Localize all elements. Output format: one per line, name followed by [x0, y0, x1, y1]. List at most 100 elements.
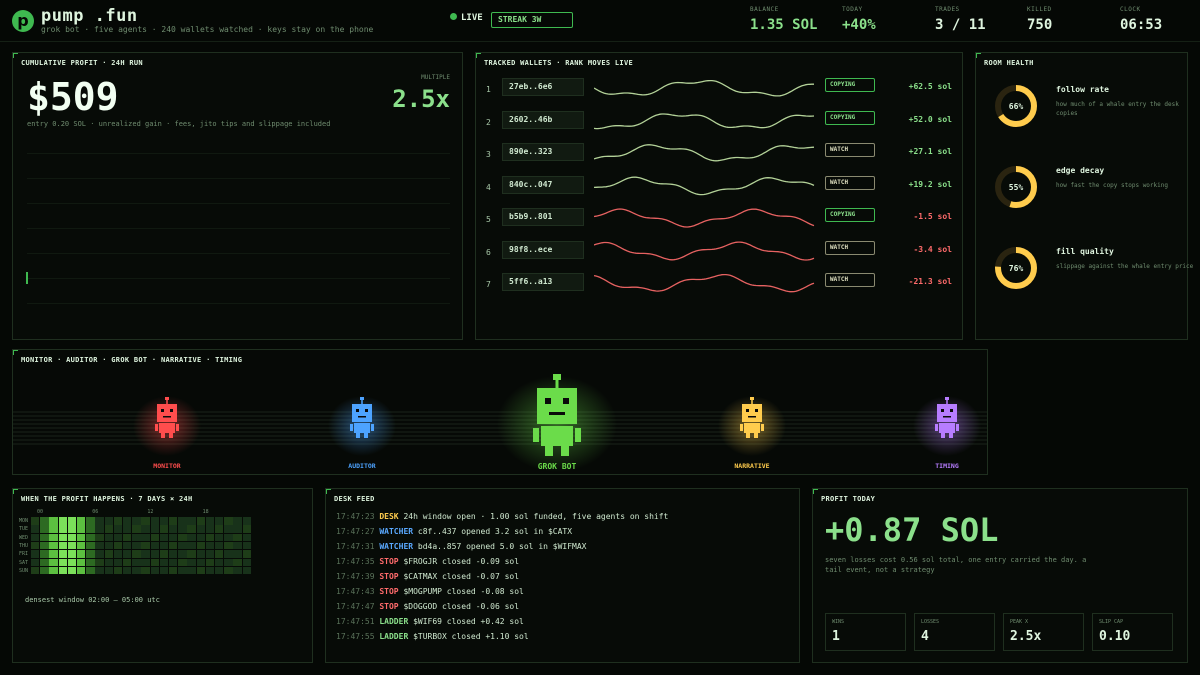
heatmap-hour-label: 18 [202, 509, 209, 515]
heatmap-cell [113, 517, 123, 525]
feed-tag: LADDER [379, 617, 409, 626]
wallet-status-badge[interactable]: COPYING [825, 78, 875, 92]
feed-time: 17:47:27 [336, 527, 375, 536]
gauge-fill [995, 166, 1037, 208]
heatmap-cell [95, 566, 104, 575]
agent-robot-monitor[interactable]: MONITOR [133, 396, 201, 470]
heatmap-cell [150, 517, 159, 525]
profit-today-value: +0.87 SOL [825, 511, 999, 549]
robot-antenna-tip [360, 397, 364, 400]
robot-body [541, 426, 573, 446]
wallet-address[interactable]: 5ff6..a13 [502, 273, 584, 291]
agent-robot-grok-bot[interactable]: GROK BOT [497, 374, 617, 472]
wallet-sparkline [594, 79, 814, 97]
heatmap-cell [205, 566, 215, 575]
wallet-row[interactable]: 3 890e..323 WATCH +27.1 sol [476, 140, 962, 172]
heatmap-cell [58, 566, 67, 575]
feed-time: 17:47:35 [336, 557, 375, 566]
heatmap-cell [205, 525, 215, 533]
wallet-row[interactable]: 7 5ff6..a13 WATCH -21.3 sol [476, 270, 962, 302]
wallet-status-badge[interactable]: COPYING [825, 208, 875, 222]
wallet-status-badge[interactable]: WATCH [825, 240, 875, 255]
wallet-rank: 3 [486, 150, 491, 159]
heatmap-cell [113, 566, 123, 575]
chart-gridline [27, 178, 450, 179]
chart-gridline [27, 228, 450, 229]
panel-title: MONITOR · AUDITOR · GROK BOT · NARRATIVE… [21, 356, 243, 364]
profit-today-panel: PROFIT TODAY +0.87 SOL seven losses cost… [812, 488, 1188, 663]
heatmap-cell [141, 525, 150, 533]
wallet-rank: 4 [486, 182, 491, 192]
stat-killed: KILLED 750 [1027, 6, 1052, 33]
wallet-address[interactable]: 98f8..ece [502, 240, 584, 259]
heatmap-day-label: TUE [19, 526, 29, 533]
wallet-sparkline [594, 112, 815, 129]
heatmap-cell [159, 517, 169, 525]
heatmap-cell [40, 558, 49, 566]
heatmap-cell [77, 550, 86, 558]
room-health-panel: ROOM HEALTH 66% follow rate how much of a … [975, 52, 1193, 340]
stat-value: +40% [842, 17, 876, 33]
heatmap-cell [150, 533, 159, 542]
heatmap-cell [196, 541, 205, 550]
wallet-row[interactable]: 4 840c..047 WATCH +19.2 sol [476, 173, 962, 205]
robot-antenna-tip [165, 397, 169, 400]
heatmap-cell [95, 533, 104, 542]
heatmap-cell [95, 558, 104, 566]
feed-tag: STOP [379, 572, 399, 581]
heatmap-cell [49, 517, 58, 525]
heatmap-cell [169, 517, 178, 525]
heatmap-cell [196, 517, 205, 525]
heatmap-cell [123, 566, 132, 575]
wallet-address[interactable]: 890e..323 [502, 143, 584, 161]
agent-robot-timing[interactable]: TIMING [913, 396, 981, 470]
wallet-row[interactable]: 6 98f8..ece WATCH -3.4 sol [476, 238, 962, 270]
wallet-address[interactable]: 2602..46b [502, 110, 584, 129]
sparkline-path [594, 144, 815, 162]
wallet-address[interactable]: b5b9..801 [502, 208, 584, 226]
chart-gridline [27, 278, 450, 279]
robot-antenna [751, 399, 753, 404]
wallet-status-badge[interactable]: WATCH [825, 143, 875, 157]
heatmap-cell [40, 525, 49, 533]
feed-tag: WATCHER [379, 542, 414, 551]
heatmap-cell [242, 525, 251, 533]
robot-eye [356, 409, 359, 412]
heatmap-cell [58, 550, 67, 558]
panel-title: ROOM HEALTH [984, 59, 1034, 67]
heatmap-cell [205, 558, 215, 566]
agent-robot-narrative[interactable]: NARRATIVE [718, 396, 786, 470]
heatmap-cell [159, 525, 169, 533]
heatmap-cell [169, 558, 178, 566]
heatmap-hour-label: 12 [147, 509, 154, 515]
robot-head [157, 404, 177, 422]
wallet-row[interactable]: 5 b5b9..801 COPYING -1.5 sol [476, 205, 962, 237]
heatmap-cell [86, 525, 95, 533]
heatmap-cell [242, 566, 251, 575]
wallet-status-badge[interactable]: COPYING [825, 110, 875, 125]
heatmap-cell [132, 566, 141, 575]
agent-robot-auditor[interactable]: AUDITOR [328, 396, 396, 470]
wallet-row[interactable]: 1 27eb..6e6 COPYING +62.5 sol [476, 75, 962, 107]
agent-label: TIMING [935, 462, 959, 470]
heatmap-cell [233, 541, 242, 550]
panel-title: PROFIT TODAY [821, 495, 876, 503]
agents-stage: MONITOR AUDITOR GROK BOT NARRATIVE TIMING [13, 366, 987, 474]
wallet-status-badge[interactable]: WATCH [825, 175, 875, 190]
heatmap-cell [141, 550, 150, 558]
heatmap-cell [86, 517, 95, 525]
robot-eye [365, 409, 368, 412]
health-desc: slippage against the whale entry price [1056, 263, 1194, 270]
heatmap-cell [159, 558, 169, 566]
heatmap-footer: densest window 02:00 – 05:00 utc [25, 596, 160, 604]
feed-line: 17:47:23 DESK 24h window open · 1.00 sol… [336, 512, 668, 521]
wallet-status-badge[interactable]: WATCH [825, 273, 875, 287]
gauge-label: 66% [1009, 102, 1024, 111]
feed-tag: WATCHER [379, 527, 414, 536]
heatmap-cell [215, 525, 224, 533]
wallet-row[interactable]: 2 2602..46b COPYING +52.0 sol [476, 108, 962, 140]
heatmap-cell [178, 541, 187, 550]
feed-text: bd4a..857 opened 5.0 sol in $WIFMAX [417, 542, 587, 551]
wallet-address[interactable]: 840c..047 [502, 175, 584, 194]
wallet-address[interactable]: 27eb..6e6 [502, 78, 584, 96]
